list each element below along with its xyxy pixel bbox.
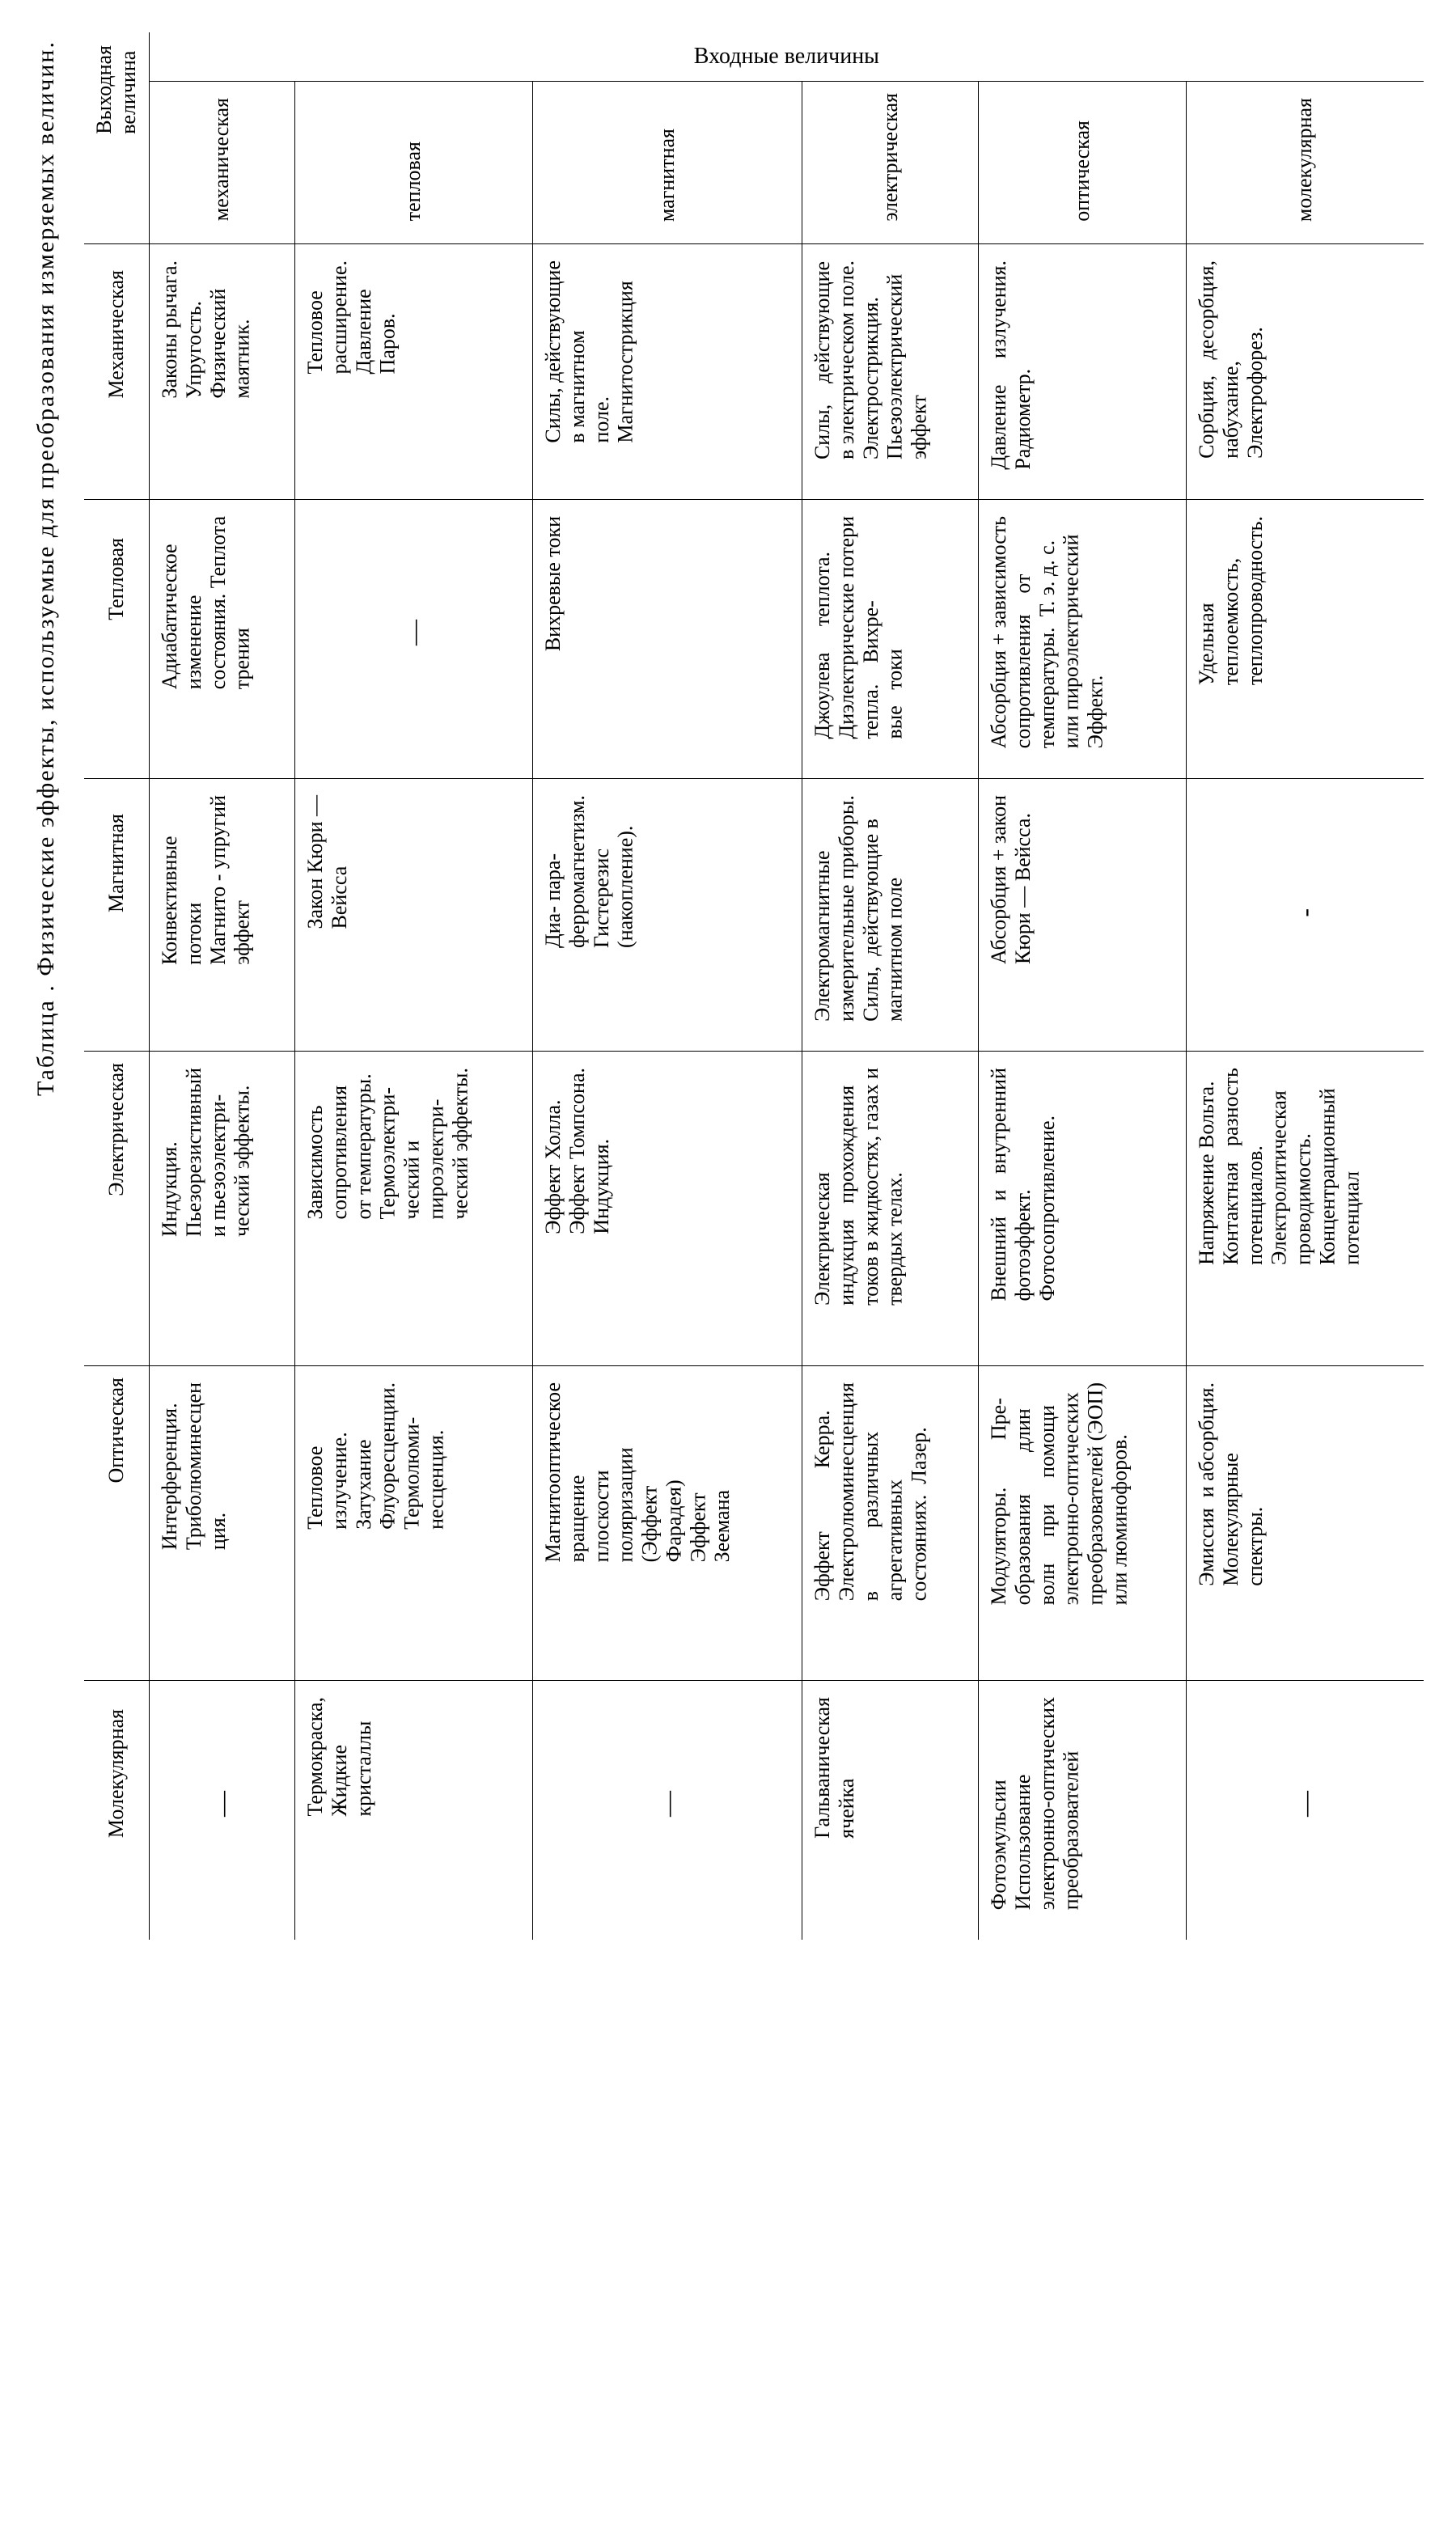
row-header-molecular: Молекулярная <box>84 1681 149 1940</box>
cell-r3c3: Диа- пара- ферромагнетизм. Гистерезис (н… <box>533 778 802 1052</box>
row-thermal: Тепловая Адиабатическое изменение состоя… <box>84 499 1424 778</box>
cell-r5c1: Интерференция. Триболюминесцен ция. <box>149 1366 294 1681</box>
cell-r5c6: Эмиссия и абсорбция. Молекулярные спектр… <box>1186 1366 1424 1681</box>
table-caption: Таблица . Физические эффекты, используем… <box>32 32 60 1104</box>
cell-r1c5: Давление излучения. Радиометр. <box>979 243 1186 499</box>
row-magnetic: Магнитная Конвективные потоки Магнито - … <box>84 778 1424 1052</box>
cell-r6c2: Термокраска, Жидкие кристаллы <box>294 1681 533 1940</box>
cell-r4c4: Электрическая индукция прохождения токов… <box>802 1052 979 1366</box>
table-wrapper: Выходная величина Входные величины механ… <box>84 32 1424 1940</box>
cell-r1c6: Сорбция, десорбция, набухание, Электрофо… <box>1186 243 1424 499</box>
row-header-molecular-text: Молекулярная <box>104 1709 129 1838</box>
cell-r3c5: Абсорбция + закон Кюри — Вейсса. <box>979 778 1186 1052</box>
cell-r4c6: Напряжение Вольта. Контактная разность п… <box>1186 1052 1424 1366</box>
cell-r6c6: — <box>1186 1681 1424 1940</box>
row-header-optical-text: Оптическая <box>104 1378 129 1484</box>
cell-r5c2: Тепловое излучение. Затухание Флуоресцен… <box>294 1366 533 1681</box>
cell-r5c4: Эффект Керра. Электролюминесценция в раз… <box>802 1366 979 1681</box>
row-header-thermal-text: Тепловая <box>104 538 129 620</box>
col-header-optical: оптическая <box>979 82 1186 244</box>
page-container: Таблица . Физические эффекты, используем… <box>32 32 1424 1940</box>
col-header-mechanical: механическая <box>149 82 294 244</box>
cell-r2c3: Вихревые токи <box>533 499 802 778</box>
corner-header: Выходная величина <box>84 32 149 243</box>
col-header-magnetic: магнитная <box>533 82 802 244</box>
header-row-1: Выходная величина Входные величины <box>84 32 1424 82</box>
row-header-optical: Оптическая <box>84 1366 149 1681</box>
row-electrical: Электрическая Индукция. Пьезорезистивный… <box>84 1052 1424 1366</box>
cell-r1c2: Тепловое расширение. Давление Паров. <box>294 243 533 499</box>
cell-r5c3: Магнитооптическое вращение плоскости пол… <box>533 1366 802 1681</box>
cell-r3c2: Закон Кюри — Вейсса <box>294 778 533 1052</box>
cell-r4c5: Внешний и внутренний фотоэффект. Фотосоп… <box>979 1052 1186 1366</box>
col-header-molecular: молекулярная <box>1186 82 1424 244</box>
col-header-electrical: электрическая <box>802 82 979 244</box>
input-group-header: Входные величины <box>149 32 1424 82</box>
col-header-mechanical-text: механическая <box>210 98 234 221</box>
row-header-mechanical-text: Механическая <box>104 270 129 399</box>
cell-r4c1: Индукция. Пьезорезистивный и пьезоэлектр… <box>149 1052 294 1366</box>
cell-r1c3: Силы, действующие в магнитном поле. Магн… <box>533 243 802 499</box>
cell-r2c5: Абсорбция + зависимость сопротивления от… <box>979 499 1186 778</box>
cell-r2c4: Джоулева теплота. Диэлектрические потери… <box>802 499 979 778</box>
col-header-thermal: тепловая <box>294 82 533 244</box>
row-header-thermal: Тепловая <box>84 499 149 778</box>
row-molecular: Молекулярная — Термокраска, Жидкие крист… <box>84 1681 1424 1940</box>
cell-r6c4: Гальваническая ячейка <box>802 1681 979 1940</box>
row-header-electrical: Электрическая <box>84 1052 149 1366</box>
cell-r2c2: — <box>294 499 533 778</box>
corner-label: Выходная величина <box>92 45 141 134</box>
col-header-thermal-text: тепловая <box>401 142 425 221</box>
col-header-electrical-text: электрическая <box>878 93 903 222</box>
cell-r1c1: Законы рычага. Упругость. Физический мая… <box>149 243 294 499</box>
header-row-2: механическая тепловая магнитная электрич… <box>84 82 1424 244</box>
cell-r6c5: Фотоэмульсии Использование электронно-оп… <box>979 1681 1186 1940</box>
row-mechanical: Механическая Законы рычага. Упругость. Ф… <box>84 243 1424 499</box>
row-optical: Оптическая Интерференция. Триболюминесце… <box>84 1366 1424 1681</box>
cell-r3c1: Конвективные потоки Магнито - упругий эф… <box>149 778 294 1052</box>
row-header-mechanical: Механическая <box>84 243 149 499</box>
cell-r6c3: — <box>533 1681 802 1940</box>
input-group-header-text: Входные величины <box>694 44 879 69</box>
row-header-magnetic-text: Магнитная <box>104 814 129 912</box>
physics-effects-table: Выходная величина Входные величины механ… <box>84 32 1424 1940</box>
cell-r6c1: — <box>149 1681 294 1940</box>
col-header-magnetic-text: магнитная <box>655 129 679 222</box>
cell-r2c6: Удельная теплоемкость, теплопроводность. <box>1186 499 1424 778</box>
row-header-magnetic: Магнитная <box>84 778 149 1052</box>
cell-r4c3: Эффект Холла. Эффект Томпсона. Индукция. <box>533 1052 802 1366</box>
row-header-electrical-text: Электрическая <box>104 1063 129 1196</box>
col-header-optical-text: оптическая <box>1070 121 1094 222</box>
cell-r1c4: Силы, действующие в электрическом поле. … <box>802 243 979 499</box>
cell-r2c1: Адиабатическое изменение состояния. Тепл… <box>149 499 294 778</box>
cell-r3c4: Электромагнитные измерительные приборы. … <box>802 778 979 1052</box>
cell-r5c5: Модуляторы. Пре- образования длин волн п… <box>979 1366 1186 1681</box>
col-header-molecular-text: молекулярная <box>1293 98 1317 222</box>
cell-r4c2: Зависимость сопротивления от температуры… <box>294 1052 533 1366</box>
cell-r3c6: - <box>1186 778 1424 1052</box>
